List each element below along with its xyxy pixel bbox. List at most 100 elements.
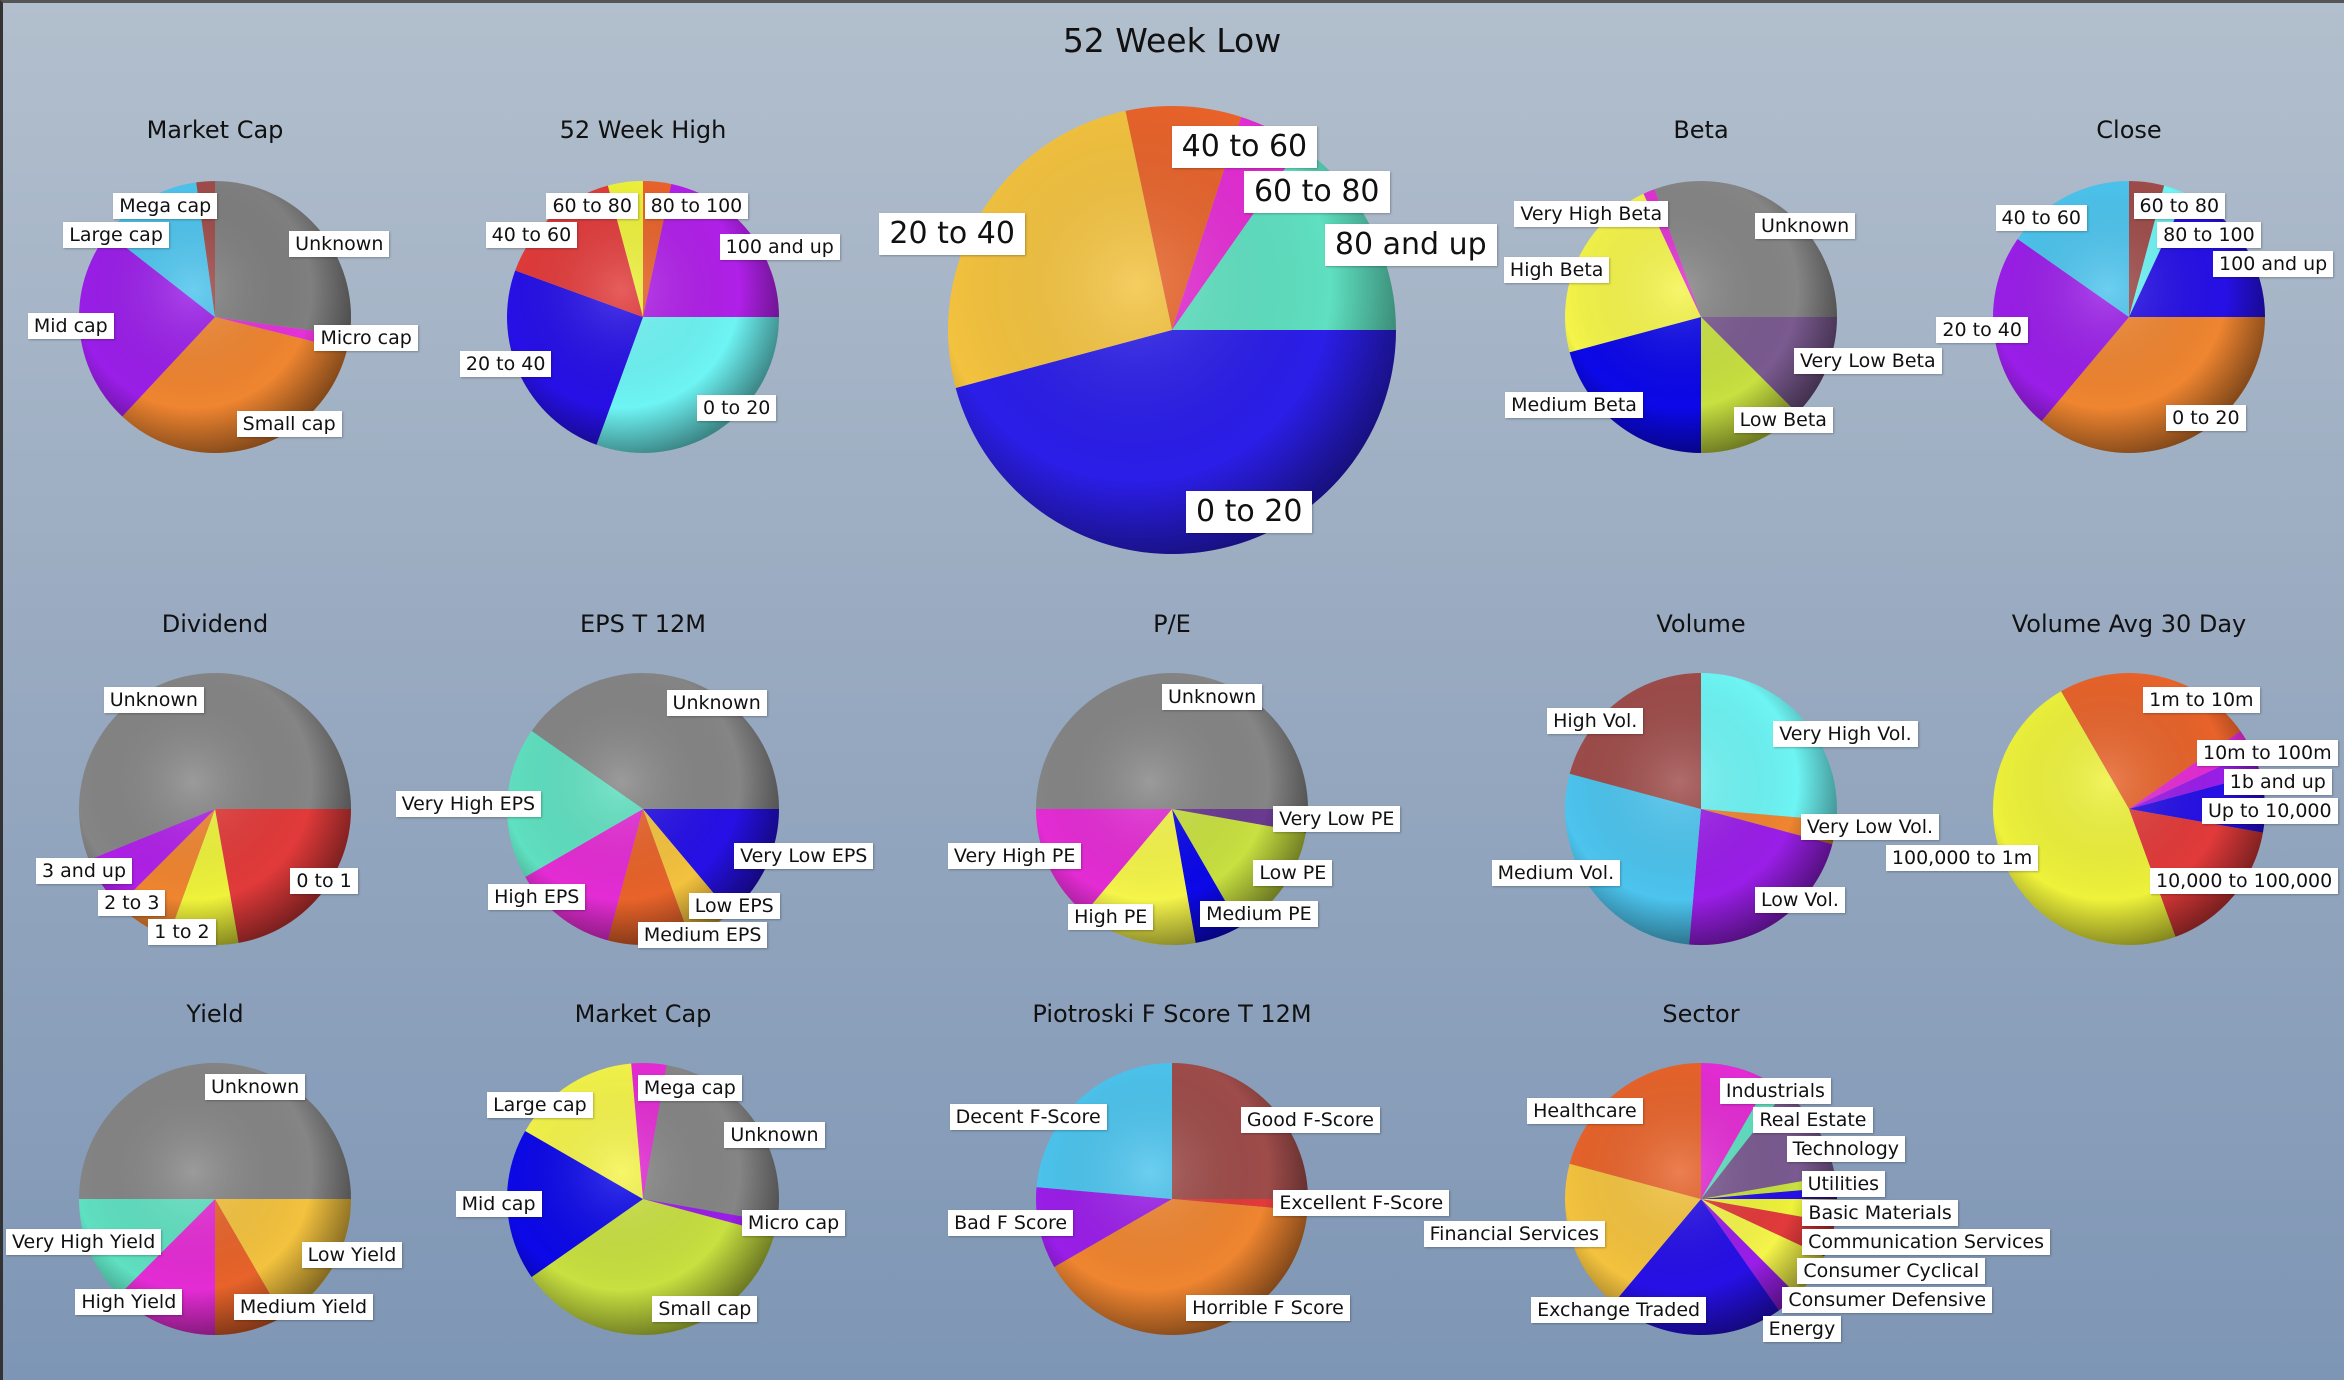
slice-label: Unknown — [1754, 212, 1856, 239]
slice-label: 100 and up — [719, 233, 840, 260]
pie-shading — [507, 673, 779, 945]
chart-title: Piotroski F Score T 12M — [1032, 1000, 1311, 1028]
pie-shading — [1565, 181, 1837, 453]
pie-chart: Volume — [1565, 610, 1837, 946]
slice-label: Up to 10,000 — [2202, 798, 2338, 825]
chart-title: Beta — [1673, 116, 1728, 144]
slice-label: Healthcare — [1527, 1097, 1643, 1124]
slice-label: Technology — [1786, 1136, 1906, 1163]
slice-label: Real Estate — [1753, 1107, 1873, 1134]
chart-title: Close — [2096, 116, 2161, 144]
pie-shading — [79, 1063, 351, 1335]
slice-label: Mega cap — [637, 1074, 742, 1101]
slice-label: Low Vol. — [1754, 887, 1845, 914]
slice-label: Very Low PE — [1273, 805, 1401, 832]
slice-label: Bad F Score — [948, 1210, 1074, 1237]
slice-label: 0 to 20 — [2166, 405, 2246, 432]
chart-title: EPS T 12M — [580, 610, 706, 638]
pie-chart: Sector — [1565, 1000, 1837, 1335]
slice-label: Medium PE — [1200, 900, 1318, 927]
pie-chart: 52 Week Low — [947, 21, 1396, 554]
slice-label: Excellent F-Score — [1273, 1189, 1450, 1216]
slice-label: Consumer Defensive — [1782, 1287, 1993, 1314]
slice-label: Unknown — [205, 1074, 306, 1101]
pie-shading — [948, 106, 1396, 554]
slice-label: Low EPS — [688, 892, 780, 919]
pie-chart: Piotroski F Score T 12M — [1032, 1000, 1312, 1335]
chart-title: Sector — [1662, 1000, 1739, 1028]
slice-label: Unknown — [103, 686, 204, 713]
slice-label: 10,000 to 100,000 — [2150, 867, 2339, 894]
pie-chart: Dividend — [78, 610, 351, 946]
slice-label: High EPS — [488, 884, 586, 911]
slice-label: Very Low EPS — [734, 843, 874, 870]
slice-label: Very High Vol. — [1773, 720, 1918, 747]
pie-shading — [1036, 1063, 1308, 1335]
slice-label: 3 and up — [36, 857, 133, 884]
slice-label: Very High EPS — [395, 791, 542, 818]
slice-label: 2 to 3 — [98, 890, 166, 917]
slice-label: Financial Services — [1423, 1220, 1605, 1247]
pie-chart: P/E — [1036, 610, 1308, 945]
slice-label: Unknown — [666, 689, 767, 716]
slice-label: Mega cap — [113, 192, 218, 219]
slice-label: Mid cap — [455, 1190, 542, 1217]
slice-label: 40 to 60 — [1171, 125, 1318, 168]
slice-label: 60 to 80 — [2133, 193, 2226, 220]
slice-label: 80 to 100 — [2157, 222, 2261, 249]
slice-label: 60 to 80 — [1243, 170, 1390, 213]
slice-label: Exchange Traded — [1531, 1297, 1707, 1324]
chart-title: Dividend — [162, 610, 268, 638]
slice-label: 40 to 60 — [485, 222, 578, 249]
slice-label: Energy — [1762, 1316, 1842, 1343]
slice-label: 100 and up — [2213, 251, 2334, 278]
chart-title: Volume Avg 30 Day — [2012, 610, 2247, 638]
chart-title: Market Cap — [147, 116, 284, 144]
slice-label: 10m to 100m — [2197, 740, 2338, 767]
slice-label: Very High Beta — [1514, 200, 1669, 227]
slice-label: Small cap — [652, 1295, 758, 1322]
slice-label: High PE — [1068, 903, 1154, 930]
slice-label: 1b and up — [2223, 769, 2332, 796]
pie-shading — [1565, 673, 1837, 945]
slice-label: Unknown — [724, 1122, 825, 1149]
slice-label: Micro cap — [314, 325, 418, 352]
slice-label: 20 to 40 — [879, 213, 1025, 256]
slice-label: 0 to 20 — [696, 395, 777, 422]
slice-label: Very Low Vol. — [1800, 813, 1940, 840]
slice-label: High Beta — [1503, 256, 1610, 283]
chart-title: P/E — [1153, 610, 1191, 638]
slice-label: Large cap — [63, 221, 169, 248]
slice-label: Micro cap — [741, 1210, 846, 1237]
slice-label: 1m to 10m — [2143, 687, 2260, 714]
slice-label: High Vol. — [1547, 707, 1644, 734]
slice-label: 80 to 100 — [644, 193, 749, 220]
slice-label: Utilities — [1801, 1171, 1886, 1198]
chart-title: 52 Week High — [560, 116, 727, 144]
slice-label: 0 to 20 — [1185, 491, 1313, 534]
slice-label: Unknown — [1162, 684, 1263, 711]
slice-label: High Yield — [75, 1289, 183, 1316]
chart-title: Market Cap — [575, 1000, 712, 1028]
chart-title: Volume — [1656, 610, 1745, 638]
slice-label: Mid cap — [27, 312, 114, 339]
slice-label: 60 to 80 — [546, 193, 638, 220]
slice-label: Basic Materials — [1802, 1200, 1958, 1227]
slice-label: 80 and up — [1324, 224, 1497, 267]
pie-shading — [507, 181, 779, 453]
pie-shading — [79, 673, 351, 945]
slice-label: Industrials — [1719, 1078, 1831, 1105]
slice-label: Decent F-Score — [949, 1103, 1107, 1130]
pie-shading — [1036, 673, 1308, 945]
slice-label: Very Low Beta — [1794, 348, 1942, 375]
slice-label: 20 to 40 — [459, 351, 552, 378]
slice-label: Medium Vol. — [1491, 859, 1621, 886]
slice-label: 100,000 to 1m — [1885, 844, 2039, 871]
pie-chart: Beta — [1564, 116, 1837, 453]
slice-label: Medium Beta — [1505, 392, 1643, 419]
slice-label: 20 to 40 — [1936, 317, 2028, 344]
slice-label: Small cap — [236, 410, 342, 437]
chart-title: 52 Week Low — [1063, 21, 1281, 60]
pie-chart: Market Cap — [78, 116, 351, 453]
